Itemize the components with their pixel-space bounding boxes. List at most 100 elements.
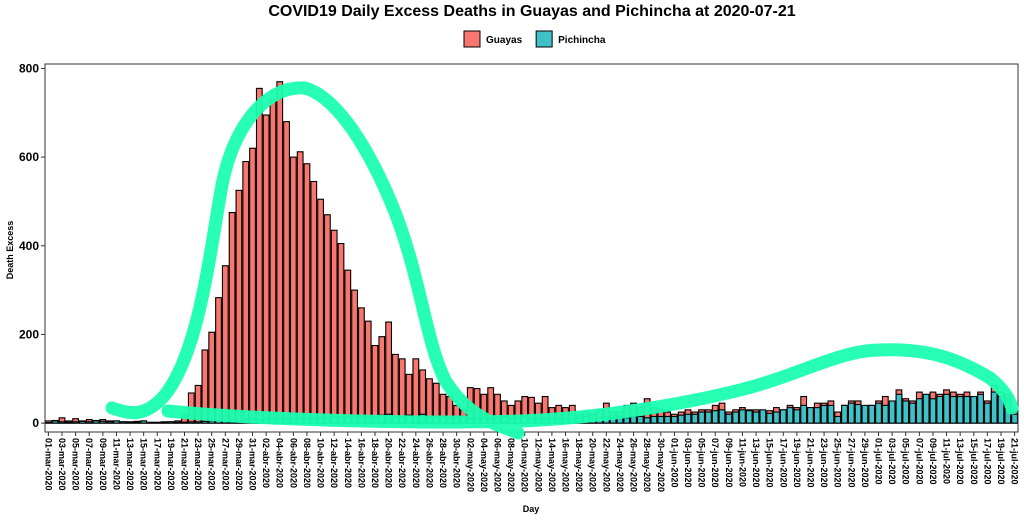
bar <box>643 417 651 424</box>
y-tick-label: 200 <box>19 327 39 341</box>
x-tick-label: 19-jun-2020 <box>792 438 802 488</box>
bar <box>956 395 964 424</box>
x-tick-label: 11-mar-2020 <box>111 438 121 490</box>
x-tick-label: 28-abr-2020 <box>438 438 448 488</box>
annotation-loop <box>105 81 525 440</box>
y-tick-label: 400 <box>19 239 39 253</box>
x-tick-label: 09-jul-2020 <box>928 438 938 485</box>
bar <box>664 415 671 424</box>
x-tick-label: 24-may-2020 <box>615 438 625 492</box>
bar <box>283 121 290 424</box>
bar <box>398 358 406 424</box>
bar <box>922 393 930 424</box>
bar <box>766 412 774 424</box>
bar <box>691 413 699 424</box>
bar <box>868 404 876 424</box>
plot-border <box>44 63 1019 433</box>
bar <box>242 160 250 424</box>
x-tick-label: 29-mar-2020 <box>234 438 244 491</box>
bar <box>255 87 263 424</box>
bar <box>705 411 712 424</box>
x-tick-label: 25-mar-2020 <box>207 438 217 491</box>
bar <box>167 421 175 424</box>
bar <box>296 151 304 424</box>
bar <box>221 265 229 424</box>
bar <box>323 214 331 424</box>
annotation-curve <box>161 343 1019 429</box>
x-tick-label: 01-jun-2020 <box>669 438 679 488</box>
x-tick-label: 07-jul-2020 <box>914 438 924 485</box>
x-tick-label: 02-may-2020 <box>465 438 475 492</box>
bar <box>847 402 855 424</box>
x-tick-label: 17-jun-2020 <box>778 438 788 488</box>
bar <box>630 415 637 424</box>
bar <box>820 404 828 424</box>
x-tick-label: 12-may-2020 <box>533 438 543 492</box>
bar <box>106 421 114 424</box>
x-tick-label: 10-abr-2020 <box>316 438 326 488</box>
bar <box>1011 413 1019 424</box>
bar <box>160 421 168 424</box>
y-axis-title: Death Excess <box>5 221 15 280</box>
bar <box>371 344 379 424</box>
x-tick-label: 26-may-2020 <box>629 438 639 492</box>
x-tick-label: 20-may-2020 <box>588 438 598 492</box>
bar <box>85 421 93 424</box>
bar <box>330 229 338 424</box>
bar <box>262 114 270 424</box>
bar <box>684 413 692 424</box>
x-tick-label: 15-mar-2020 <box>139 438 149 491</box>
bar <box>99 420 107 424</box>
chart-title: COVID19 Daily Excess Deaths in Guayas an… <box>268 3 795 20</box>
bar <box>126 421 134 424</box>
x-tick-label: 17-jul-2020 <box>982 438 992 485</box>
bar <box>636 415 644 424</box>
x-tick-label: 24-abr-2020 <box>411 438 421 488</box>
bar <box>970 395 978 424</box>
bar <box>392 353 399 424</box>
x-tick-label: 14-abr-2020 <box>343 438 353 488</box>
x-tick-label: 26-abr-2020 <box>424 438 434 488</box>
bar <box>881 404 889 424</box>
x-tick-label: 01-mar-2020 <box>43 438 53 491</box>
x-tick-label: 23-mar-2020 <box>193 438 203 491</box>
x-tick-label: 08-may-2020 <box>506 438 516 492</box>
x-tick-label: 23-jun-2020 <box>819 438 829 488</box>
bar <box>235 189 243 424</box>
bar <box>725 413 733 424</box>
bar <box>779 409 787 424</box>
bar <box>977 393 984 424</box>
x-tick-label: 15-jul-2020 <box>969 438 979 485</box>
bar <box>990 391 998 424</box>
plot-background <box>45 64 1018 432</box>
bar <box>344 269 352 424</box>
x-tick-label: 03-mar-2020 <box>57 438 67 491</box>
x-tick-label: 22-abr-2020 <box>397 438 407 488</box>
x-tick-label: 16-abr-2020 <box>356 438 366 488</box>
bar <box>623 417 631 424</box>
bar <box>861 404 869 424</box>
x-tick-label: 09-mar-2020 <box>98 438 108 491</box>
x-tick-label: 09-jun-2020 <box>724 438 734 488</box>
bar <box>269 98 277 424</box>
bar <box>140 420 148 424</box>
bar <box>337 243 345 424</box>
bar <box>113 420 120 424</box>
bar <box>364 320 372 424</box>
x-tick-label: 13-jun-2020 <box>751 438 761 488</box>
x-tick-label: 01-jul-2020 <box>874 438 884 485</box>
bar <box>357 307 365 424</box>
bar <box>51 420 59 424</box>
bar <box>385 321 393 424</box>
bar <box>677 414 685 424</box>
x-tick-label: 08-abr-2020 <box>302 438 312 488</box>
x-tick-label: 21-jun-2020 <box>805 438 815 488</box>
x-tick-label: 11-jun-2020 <box>737 438 747 487</box>
x-tick-label: 07-mar-2020 <box>84 438 94 491</box>
bar <box>800 404 808 424</box>
x-tick-label: 30-abr-2020 <box>452 438 462 488</box>
bar <box>773 411 780 424</box>
bar <box>412 358 420 424</box>
x-tick-label: 11-jul-2020 <box>942 438 952 484</box>
bar <box>807 407 814 424</box>
